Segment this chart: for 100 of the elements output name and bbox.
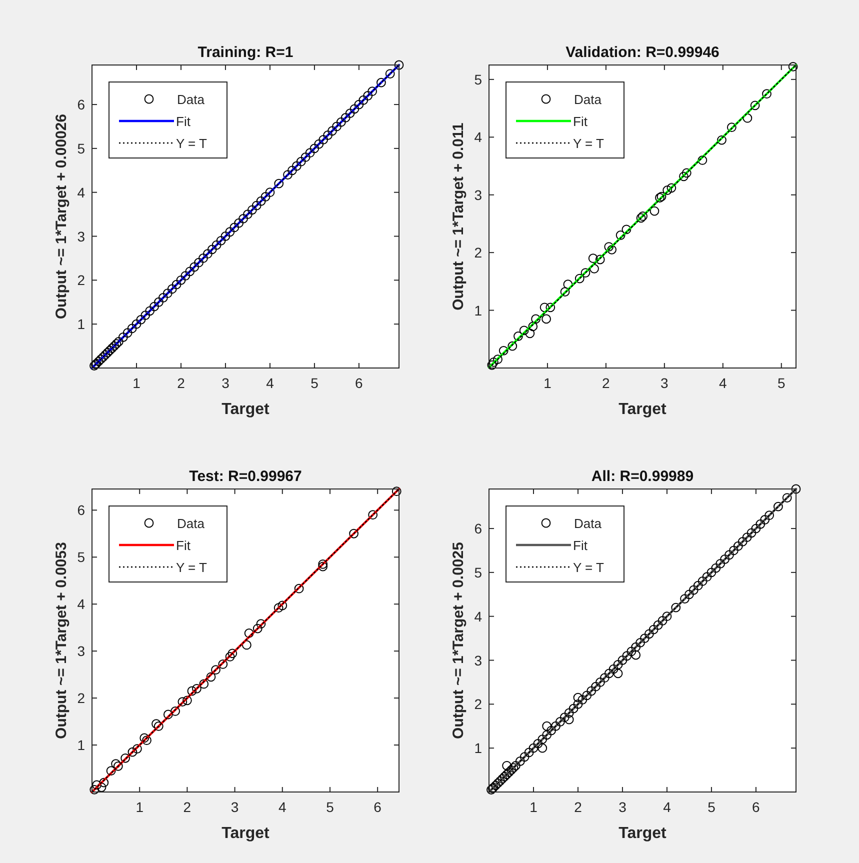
point <box>152 719 161 729</box>
point <box>318 562 328 572</box>
point <box>525 328 535 338</box>
x-tick-label: 4 <box>663 799 672 815</box>
point <box>650 206 660 216</box>
point <box>178 697 188 707</box>
point <box>111 759 120 769</box>
point <box>607 244 616 254</box>
y-tick-label: 1 <box>474 302 482 318</box>
point <box>762 89 772 99</box>
x-tick-label: 1 <box>544 375 552 391</box>
x-tick-label: 5 <box>708 799 716 815</box>
point <box>244 628 254 638</box>
y-tick-label: 1 <box>474 740 482 756</box>
chart-title: Training: R=1 <box>198 44 294 61</box>
y-tick-label: 4 <box>77 596 86 612</box>
point <box>318 559 328 569</box>
legend-label: Y = T <box>573 560 604 575</box>
point <box>132 744 142 754</box>
y-axis-title: Output ~= 1*Target + 0.00026 <box>53 114 70 320</box>
point <box>163 710 173 720</box>
x-tick-label: 6 <box>374 799 382 815</box>
point <box>498 346 508 356</box>
point <box>106 766 116 776</box>
legend-label: Fit <box>573 538 588 553</box>
legend-label: Data <box>177 92 206 107</box>
point <box>750 100 760 110</box>
point <box>717 135 726 145</box>
x-tick-label: 5 <box>777 375 786 391</box>
point <box>493 354 502 364</box>
point <box>90 784 100 794</box>
y-tick-label: 2 <box>77 272 86 288</box>
point <box>206 672 216 682</box>
y-tick-label: 5 <box>474 71 482 88</box>
y-tick-label: 2 <box>474 696 482 712</box>
y-tick-label: 1 <box>77 316 86 332</box>
y-tick-label: 2 <box>474 244 482 261</box>
x-axis-title: Target <box>222 825 270 842</box>
x-tick-label: 1 <box>132 375 141 391</box>
point <box>542 314 552 324</box>
x-tick-label: 4 <box>278 799 286 815</box>
y-tick-label: 6 <box>474 520 482 537</box>
point <box>187 686 197 696</box>
x-axis-title: Target <box>618 825 668 842</box>
chart-title: Validation: R=0.99946 <box>566 44 720 61</box>
point <box>662 186 672 195</box>
point <box>563 280 573 290</box>
legend-label: Fit <box>573 114 588 129</box>
point <box>519 326 529 336</box>
point <box>199 679 209 689</box>
chart-title: Test: R=0.99967 <box>189 468 302 485</box>
y-tick-label: 4 <box>474 129 482 146</box>
point <box>788 62 798 72</box>
y-axis-title: Output ~= 1*Target + 0.0025 <box>450 542 467 739</box>
point <box>392 486 402 496</box>
point <box>487 360 497 370</box>
x-tick-label: 2 <box>602 375 610 391</box>
y-tick-label: 5 <box>77 549 86 566</box>
y-tick-label: 2 <box>77 690 86 706</box>
point <box>560 287 570 297</box>
x-tick-label: 6 <box>752 799 760 815</box>
x-tick-label: 6 <box>355 375 364 391</box>
x-tick-label: 2 <box>183 799 192 815</box>
point <box>604 242 614 252</box>
point <box>622 224 632 234</box>
y-tick-label: 6 <box>77 502 86 518</box>
point <box>99 778 109 788</box>
x-tick-label: 5 <box>310 375 319 391</box>
legend-label: Y = T <box>573 136 604 151</box>
point <box>656 192 666 202</box>
chart-title: All: R=0.99989 <box>591 468 694 485</box>
x-tick-label: 1 <box>136 799 144 815</box>
x-tick-label: 3 <box>222 375 230 391</box>
x-tick-label: 1 <box>530 799 538 815</box>
point <box>256 619 266 629</box>
point <box>140 733 150 743</box>
y-tick-label: 4 <box>77 184 86 200</box>
legend-label: Data <box>574 516 602 531</box>
point <box>488 358 498 367</box>
point <box>595 254 605 264</box>
point <box>278 600 288 610</box>
point <box>508 341 518 351</box>
point <box>182 696 192 706</box>
y-tick-label: 3 <box>474 186 482 203</box>
point <box>192 684 202 694</box>
point <box>96 782 106 792</box>
x-axis-title: Target <box>222 401 270 418</box>
x-tick-label: 3 <box>230 799 239 815</box>
y-tick-label: 5 <box>77 140 86 156</box>
x-axis-title: Target <box>618 401 668 418</box>
point <box>92 780 102 790</box>
point <box>679 172 688 182</box>
point <box>120 753 130 763</box>
point <box>154 722 164 731</box>
point <box>242 640 252 650</box>
y-tick-label: 3 <box>474 652 482 668</box>
point <box>531 314 540 324</box>
point <box>128 747 138 757</box>
point <box>666 183 676 193</box>
point <box>218 660 228 669</box>
